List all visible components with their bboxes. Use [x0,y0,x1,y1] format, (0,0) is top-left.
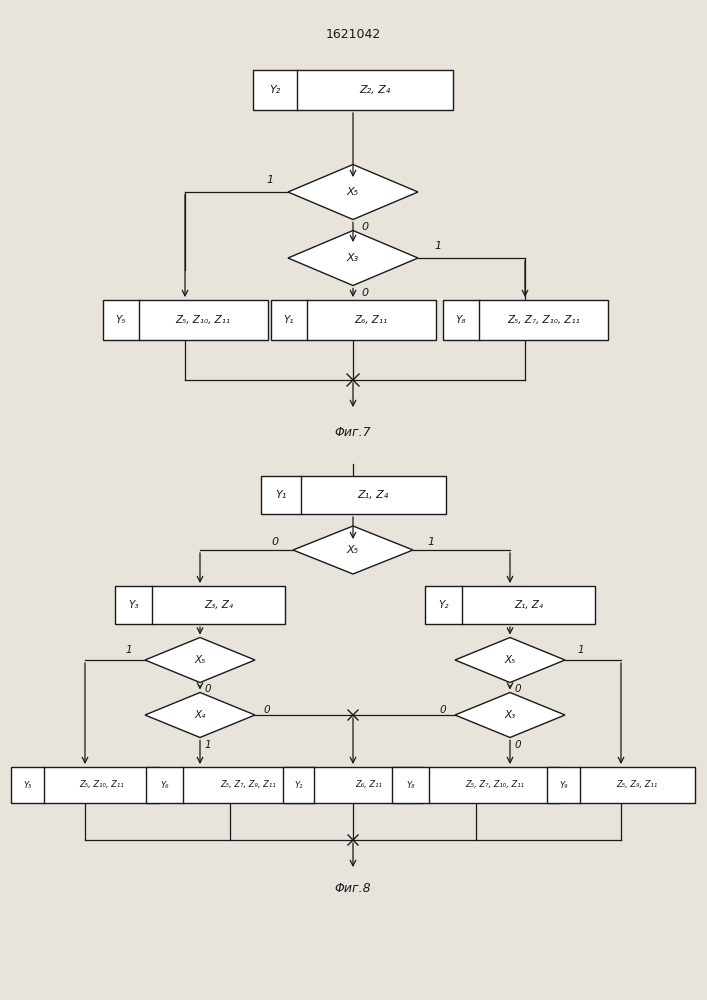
Text: Z₆, Z₁₁: Z₆, Z₁₁ [355,315,387,325]
Text: Y₁: Y₁ [294,780,303,790]
Text: 1: 1 [267,175,274,185]
Text: X₄: X₄ [194,710,206,720]
Text: Z₅, Z₇, Z₁₀, Z₁₁: Z₅, Z₇, Z₁₀, Z₁₁ [465,780,524,790]
Bar [115,586,285,624]
Text: 0: 0 [205,684,211,694]
Text: Y₁: Y₁ [275,490,286,500]
Text: Z₅, Z₁₀, Z₁₁: Z₅, Z₁₀, Z₁₁ [175,315,230,325]
Text: 1: 1 [205,740,211,750]
Text: X₅: X₅ [347,545,359,555]
Polygon shape [145,638,255,682]
Text: X₅: X₅ [504,655,515,665]
Text: Z₂, Z₄: Z₂, Z₄ [359,85,391,95]
Text: Φиг.8: Φиг.8 [334,882,371,894]
Polygon shape [145,692,255,738]
Text: Y₂: Y₂ [269,85,281,95]
Polygon shape [288,164,418,220]
Text: Y₅: Y₅ [115,315,126,325]
Text: Z₁, Z₄: Z₁, Z₄ [358,490,389,500]
Text: Y₆: Y₆ [160,780,169,790]
Bar [253,70,453,110]
Text: Z₅, Z₇, Z₁₀, Z₁₁: Z₅, Z₇, Z₁₀, Z₁₁ [507,315,580,325]
Bar [425,586,595,624]
Text: 0: 0 [361,223,368,232]
Text: X₅: X₅ [347,187,359,197]
Text: Y₈: Y₈ [455,315,466,325]
Polygon shape [288,231,418,286]
Text: Z₅, Z₉, Z₁₁: Z₅, Z₉, Z₁₁ [617,780,658,790]
Polygon shape [293,526,413,574]
Text: Y₁: Y₁ [284,315,294,325]
Polygon shape [455,638,565,682]
Bar [283,767,423,803]
Polygon shape [455,692,565,738]
Bar [103,300,267,340]
Text: Φиг.7: Φиг.7 [334,426,371,440]
Text: 1: 1 [428,537,435,547]
Text: X₅: X₅ [194,655,206,665]
Text: 0: 0 [515,740,521,750]
Bar [271,300,436,340]
Text: Y₉: Y₉ [559,780,568,790]
Bar [392,767,560,803]
Bar [260,476,445,514]
Text: 0: 0 [271,537,279,547]
Text: Y₃: Y₃ [129,600,139,610]
Text: 0: 0 [515,684,521,694]
Text: X₃: X₃ [504,710,515,720]
Text: 1: 1 [126,645,132,655]
Text: 1621042: 1621042 [325,28,380,41]
Text: 0: 0 [264,705,270,715]
Text: X₃: X₃ [347,253,359,263]
Text: 1: 1 [434,241,442,251]
Bar [443,300,607,340]
Text: Z₅, Z₁₀, Z₁₁: Z₅, Z₁₀, Z₁₁ [79,780,124,790]
Text: 0: 0 [361,288,368,298]
Text: 1: 1 [578,645,584,655]
Bar [11,767,159,803]
Bar [547,767,695,803]
Text: Y₈: Y₈ [407,780,415,790]
Text: Y₅: Y₅ [23,780,32,790]
Text: Z₃, Z₄: Z₃, Z₄ [204,600,233,610]
Text: Z₅, Z₇, Z₉, Z₁₁: Z₅, Z₇, Z₉, Z₁₁ [221,780,276,790]
Text: Z₆, Z₁₁: Z₆, Z₁₁ [355,780,382,790]
Bar [146,767,314,803]
Text: Z₁, Z₄: Z₁, Z₄ [514,600,543,610]
Text: Y₂: Y₂ [438,600,449,610]
Text: 0: 0 [440,705,446,715]
